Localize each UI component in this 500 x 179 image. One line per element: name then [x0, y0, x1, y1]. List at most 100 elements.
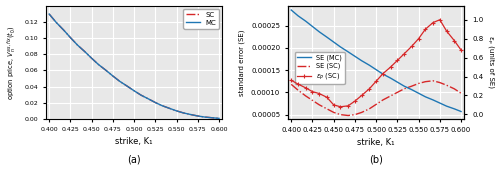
SE (MC): [444, 105, 450, 107]
MC: [209, 117, 215, 119]
MC: [96, 63, 102, 66]
X-axis label: strike, K₁: strike, K₁: [358, 138, 395, 147]
SC: [195, 115, 201, 117]
$\varepsilon_P$ (SC): [330, 104, 336, 106]
SE (SC): [295, 89, 301, 91]
SC: [88, 57, 94, 59]
Text: (a): (a): [128, 154, 141, 164]
SC: [167, 107, 173, 110]
SE (SC): [345, 114, 351, 117]
$\varepsilon_P$ (SC): [288, 79, 294, 81]
MC: [174, 110, 180, 112]
MC: [60, 29, 66, 31]
SE (SC): [409, 85, 415, 87]
SE (SC): [310, 99, 316, 101]
Line: SE (MC): SE (MC): [291, 10, 461, 112]
MC: [124, 85, 130, 87]
$\varepsilon_P$ (SC): [388, 66, 394, 68]
SE (SC): [316, 104, 322, 106]
MC: [195, 115, 201, 117]
SE (MC): [458, 110, 464, 113]
$\varepsilon_P$ (SC): [358, 94, 364, 96]
MC: [159, 105, 165, 107]
$\varepsilon_P$ (SC): [366, 88, 372, 90]
$\varepsilon_P$ (SC): [324, 96, 330, 98]
X-axis label: strike, K₁: strike, K₁: [116, 137, 153, 146]
SC: [46, 13, 52, 15]
MC: [53, 21, 59, 23]
SC: [124, 85, 130, 87]
SE (MC): [302, 20, 308, 22]
$\varepsilon_P$ (SC): [352, 100, 358, 102]
SE (MC): [373, 69, 379, 71]
SE (SC): [324, 108, 330, 110]
MC: [146, 98, 152, 100]
SE (MC): [295, 15, 301, 17]
MC: [138, 94, 144, 96]
SE (MC): [345, 51, 351, 53]
$\varepsilon_P$ (SC): [338, 106, 344, 108]
SE (MC): [430, 99, 436, 101]
SE (SC): [444, 84, 450, 86]
SE (SC): [430, 80, 436, 82]
$\varepsilon_P$ (SC): [295, 83, 301, 85]
MC: [152, 101, 158, 104]
$\varepsilon_P$ (SC): [310, 91, 316, 93]
SE (MC): [409, 89, 415, 91]
SC: [146, 98, 152, 100]
SC: [180, 112, 186, 114]
Text: (b): (b): [369, 154, 383, 164]
$\varepsilon_P$ (SC): [394, 59, 400, 62]
SC: [110, 75, 116, 77]
MC: [216, 117, 222, 119]
Line: MC: MC: [49, 14, 219, 118]
Legend: SC, MC: SC, MC: [183, 9, 219, 29]
SE (SC): [366, 108, 372, 110]
SE (SC): [452, 88, 458, 90]
SC: [53, 21, 59, 23]
MC: [116, 80, 122, 82]
MC: [82, 51, 88, 53]
$\varepsilon_P$ (SC): [452, 40, 458, 42]
SC: [159, 105, 165, 107]
$\varepsilon_P$ (SC): [316, 93, 322, 95]
SE (MC): [401, 85, 407, 87]
$\varepsilon_P$ (SC): [422, 28, 428, 30]
SC: [74, 44, 80, 46]
SE (MC): [316, 31, 322, 33]
SE (MC): [422, 96, 428, 98]
SC: [202, 116, 207, 118]
SE (SC): [358, 111, 364, 113]
$\varepsilon_P$ (SC): [458, 49, 464, 51]
SE (SC): [288, 83, 294, 85]
SC: [60, 29, 66, 31]
SE (MC): [394, 81, 400, 83]
SE (SC): [388, 95, 394, 97]
MC: [188, 113, 194, 116]
Line: $\varepsilon_P$ (SC): $\varepsilon_P$ (SC): [289, 18, 463, 109]
SE (MC): [366, 64, 372, 66]
SC: [216, 117, 222, 119]
Legend: SE (MC), SE (SC), $\varepsilon_P$ (SC): SE (MC), SE (SC), $\varepsilon_P$ (SC): [294, 52, 344, 84]
SE (SC): [352, 113, 358, 116]
$\varepsilon_P$ (SC): [409, 45, 415, 47]
MC: [131, 90, 137, 92]
$\varepsilon_P$ (SC): [380, 73, 386, 75]
SC: [138, 94, 144, 96]
$\varepsilon_P$ (SC): [401, 53, 407, 55]
MC: [167, 107, 173, 110]
$\varepsilon_P$ (SC): [416, 38, 422, 40]
SE (SC): [373, 103, 379, 105]
Y-axis label: standard error (SE): standard error (SE): [239, 29, 246, 96]
SC: [103, 69, 109, 71]
Y-axis label: εₚ (units of SE): εₚ (units of SE): [488, 36, 494, 88]
SC: [152, 101, 158, 104]
$\varepsilon_P$ (SC): [430, 21, 436, 24]
Line: SC: SC: [49, 14, 219, 118]
SE (MC): [324, 36, 330, 38]
SC: [131, 90, 137, 92]
SE (SC): [422, 81, 428, 83]
SC: [116, 80, 122, 82]
SC: [188, 113, 194, 116]
SE (MC): [388, 77, 394, 79]
